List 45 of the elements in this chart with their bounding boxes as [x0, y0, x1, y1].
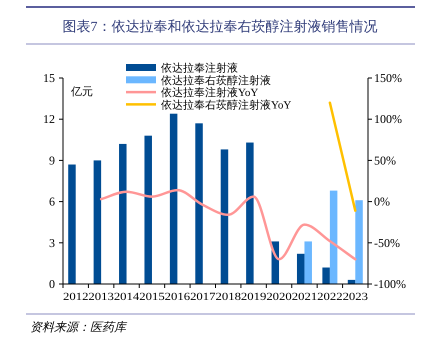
x-tick-label: 2014 — [114, 291, 140, 303]
bar — [94, 160, 102, 284]
x-tick-label: 2016 — [164, 291, 191, 303]
y2-tick-label: 0% — [374, 194, 390, 209]
chart-title: 图表7：依达拉奉和依达拉奉右莰醇注射液销售情况 — [62, 19, 378, 35]
x-tick-label: 2021 — [292, 291, 318, 303]
y-tick-label: 6 — [49, 194, 55, 209]
y-axis-title: 亿元 — [70, 86, 93, 98]
x-tick-label: 2015 — [139, 291, 166, 303]
x-tick-label: 2013 — [88, 291, 114, 303]
legend-label: 依达拉奉右莰醇注射液YoY — [161, 98, 292, 112]
text: 资料来源：医药库 — [30, 320, 128, 334]
bar — [246, 142, 254, 284]
x-tick-label: 2022 — [317, 291, 343, 303]
x-tick-label: 2012 — [63, 291, 88, 303]
y2-tick-label: 100% — [374, 112, 402, 126]
bar — [170, 114, 178, 284]
bar — [119, 144, 127, 284]
y-tick-label: 0 — [49, 277, 55, 291]
bar — [355, 200, 363, 284]
x-tick-label: 2019 — [240, 291, 267, 303]
bar — [195, 123, 203, 284]
y2-tick-label: 150% — [374, 71, 402, 85]
bar — [220, 149, 228, 284]
legend-label: 依达拉奉注射液 — [161, 62, 238, 74]
bar — [330, 190, 338, 284]
bar — [144, 136, 152, 284]
bar — [296, 254, 304, 284]
y2-tick-label: -100% — [374, 277, 406, 291]
legend-label: 依达拉奉右莰醇注射液 — [161, 74, 271, 87]
y-tick-label: 15 — [43, 71, 55, 85]
x-tick-label: 2018 — [216, 291, 242, 303]
x-tick-label: 2023 — [342, 291, 369, 303]
x-tick-label: 2017 — [190, 291, 216, 303]
y2-tick-label: 50% — [374, 153, 396, 168]
y2-tick-label: -50% — [374, 236, 400, 250]
y-tick-label: 3 — [49, 236, 55, 250]
y-tick-label: 12 — [43, 112, 55, 126]
legend-label: 依达拉奉注射液YoY — [161, 86, 258, 100]
bar — [68, 164, 76, 284]
line-series — [100, 188, 357, 261]
y-tick-label: 9 — [49, 153, 55, 168]
bar — [322, 268, 330, 284]
bar — [304, 241, 312, 284]
x-tick-label: 2020 — [266, 291, 292, 303]
